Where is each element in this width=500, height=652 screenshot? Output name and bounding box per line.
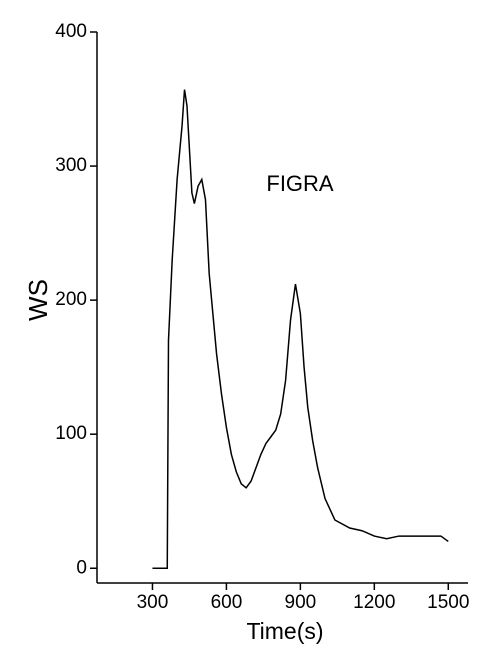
y-tick-label: 400 (55, 21, 87, 42)
x-tick-label: 1500 (427, 592, 469, 613)
y-tick-label: 300 (55, 155, 87, 176)
x-tick-label: 900 (285, 592, 317, 613)
data-line (152, 89, 449, 570)
x-tick-label: 300 (137, 592, 169, 613)
x-tick-label: 600 (211, 592, 243, 613)
y-axis-label: WS (23, 279, 53, 321)
y-tick-label: 100 (55, 423, 87, 444)
annotation: FIGRA (266, 171, 334, 196)
y-tick-label: 200 (55, 289, 87, 310)
x-axis-label: Time(s) (246, 618, 323, 644)
x-tick-label: 1200 (353, 592, 395, 613)
y-tick-label: 0 (76, 557, 87, 578)
